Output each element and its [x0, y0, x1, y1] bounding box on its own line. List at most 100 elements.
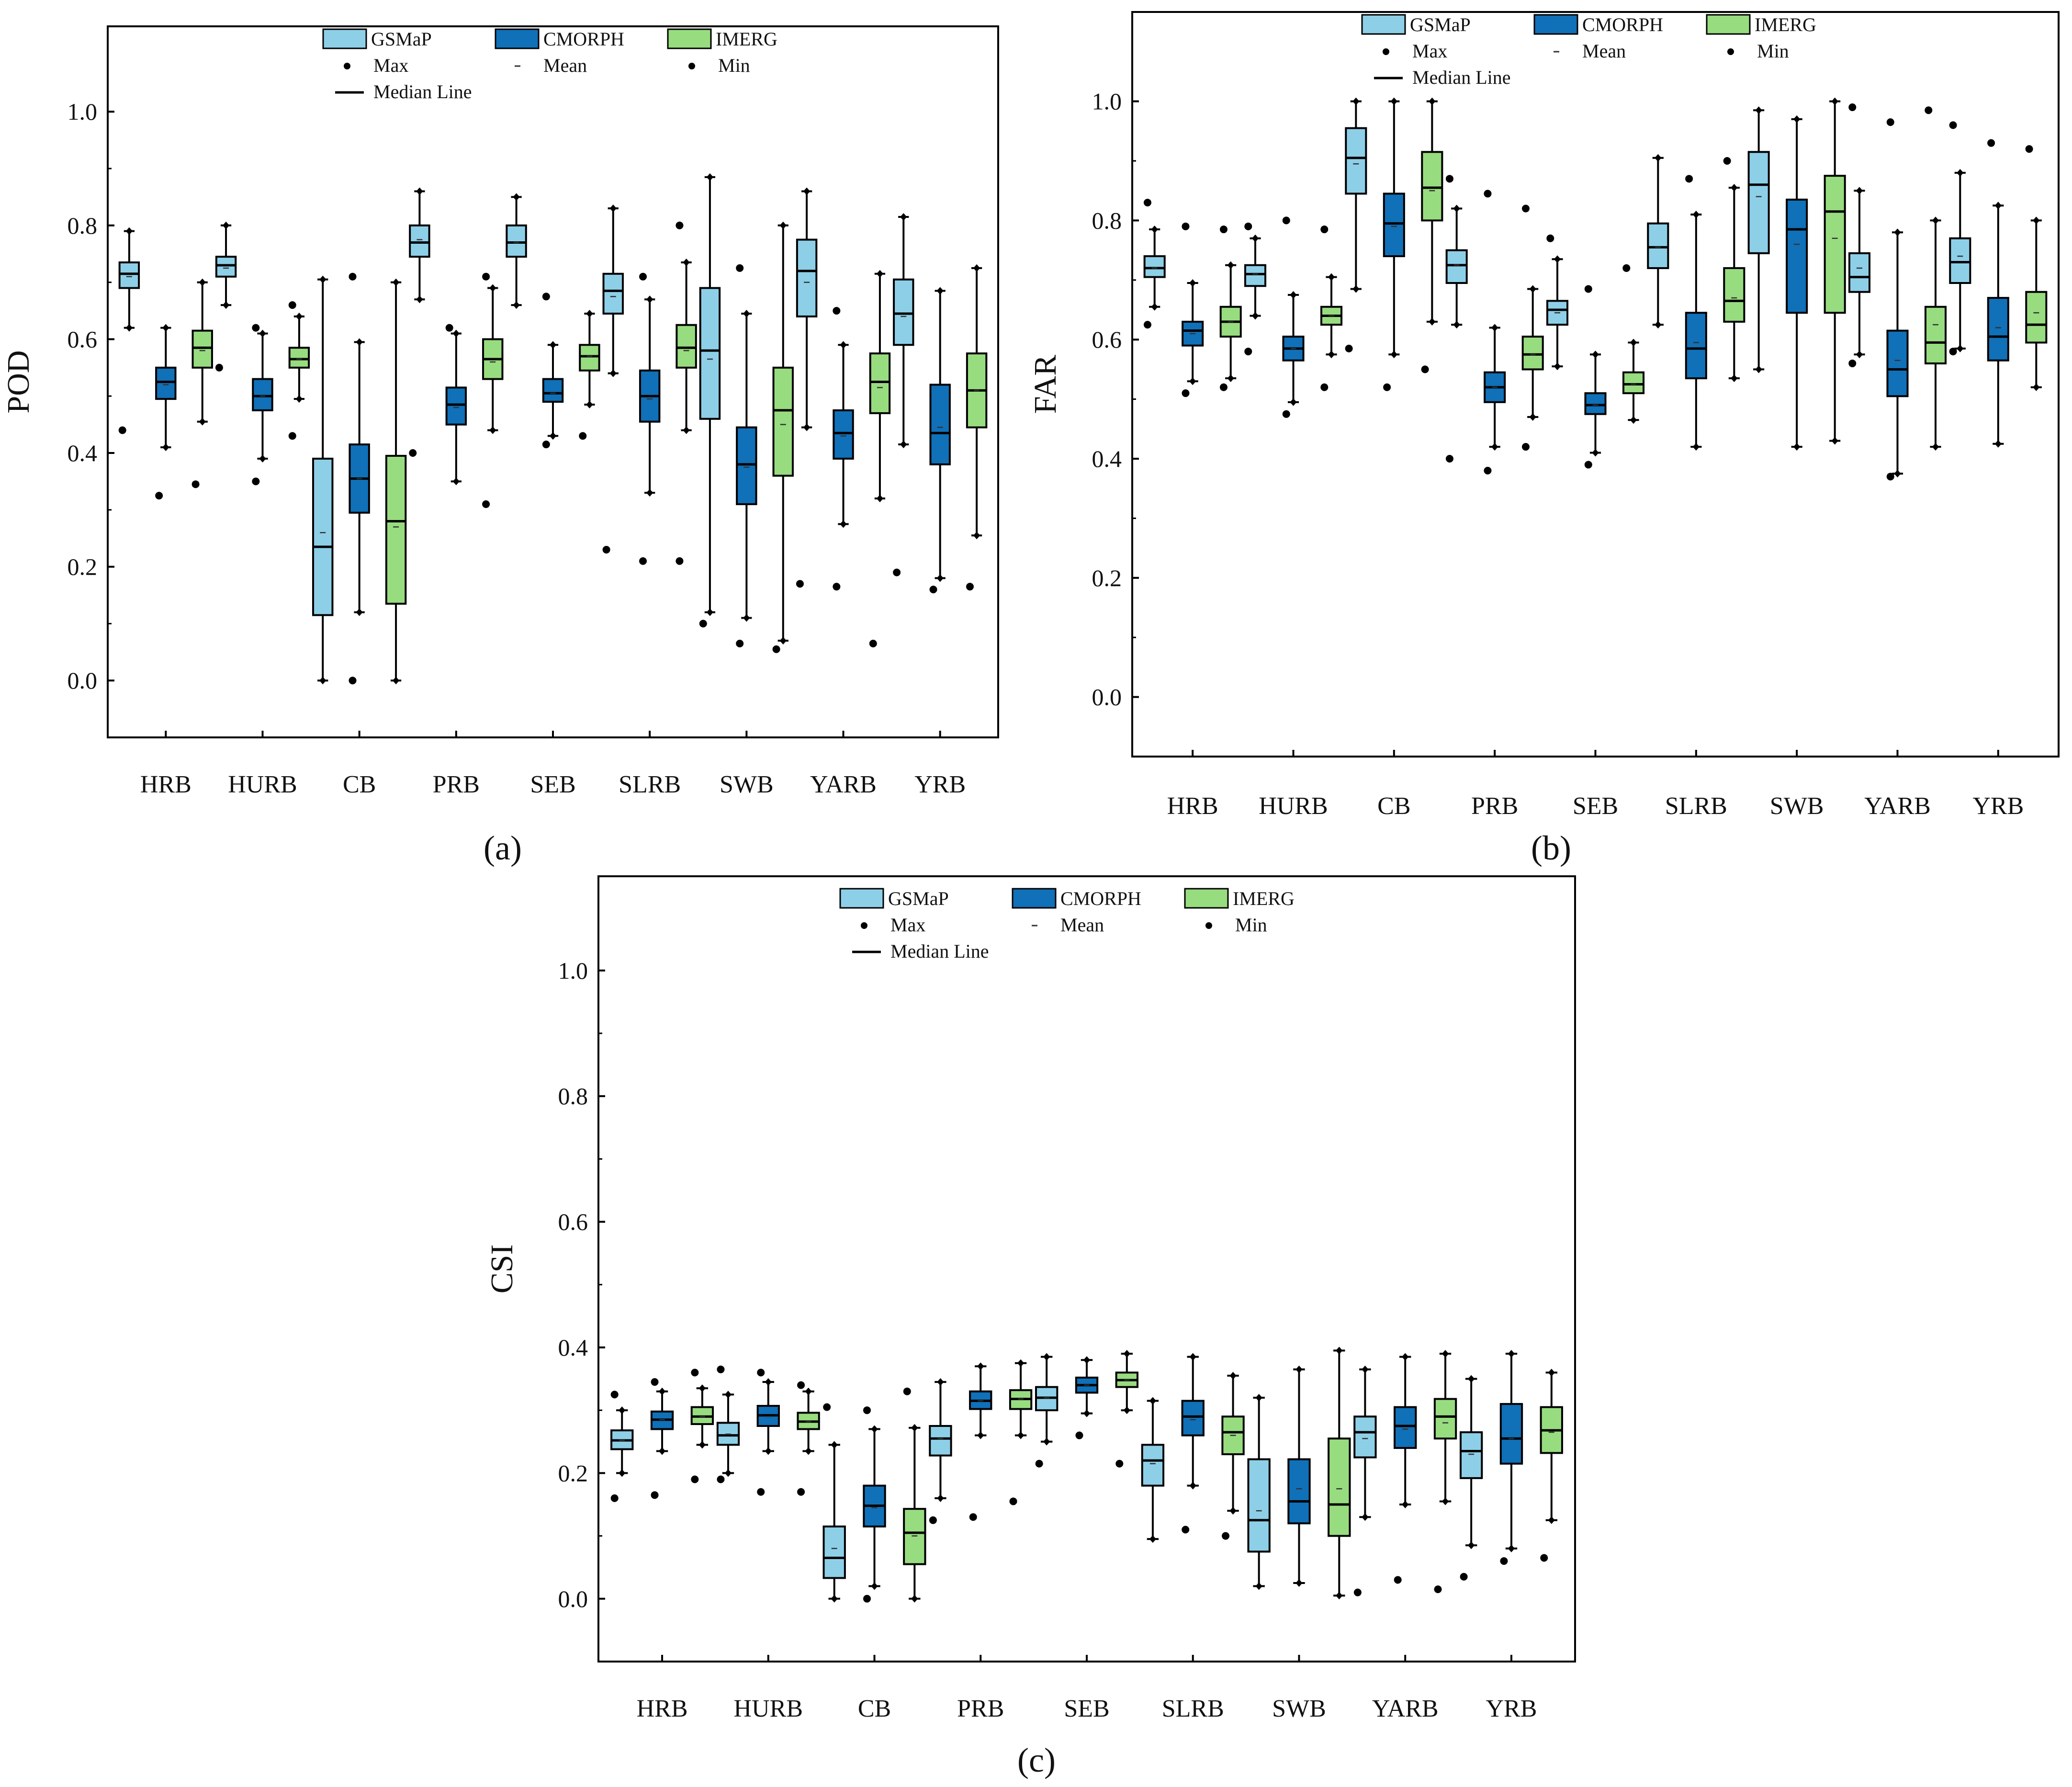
- outlier-point: [1460, 1572, 1468, 1581]
- outlier-point: [1622, 264, 1631, 272]
- extreme-point: [1442, 1497, 1449, 1505]
- extreme-point: [1229, 1507, 1237, 1515]
- extreme-point: [1468, 1375, 1475, 1383]
- extreme-point: [1017, 1431, 1025, 1439]
- x-tick-label: HURB: [734, 1695, 803, 1722]
- extreme-point: [1151, 226, 1158, 234]
- extreme-point: [452, 329, 460, 338]
- extreme-point: [223, 301, 230, 309]
- box-gsmap: [893, 278, 914, 346]
- extreme-point: [706, 173, 713, 181]
- extreme-point: [1755, 365, 1762, 373]
- extreme-point: [1328, 351, 1335, 359]
- extreme-point: [698, 1441, 706, 1449]
- box-imerg: [903, 1508, 926, 1565]
- x-tick-label: SWB: [720, 771, 774, 798]
- panel-label: (a): [484, 829, 522, 867]
- extreme-point: [1655, 321, 1662, 329]
- outlier-point: [1320, 226, 1329, 234]
- y-tick-label: 0.8: [1092, 207, 1122, 234]
- extreme-point: [831, 1441, 838, 1449]
- extreme-point: [125, 227, 133, 235]
- extreme-point: [1043, 1437, 1050, 1446]
- extreme-point: [1856, 187, 1863, 195]
- extreme-point: [1554, 255, 1561, 263]
- extreme-point: [937, 1494, 944, 1502]
- x-tick-label: YRB: [1486, 1695, 1537, 1722]
- outlier-point: [1143, 199, 1151, 207]
- box-cmorph: [1287, 1458, 1311, 1525]
- outlier-point: [1035, 1459, 1043, 1468]
- extreme-point: [1255, 1582, 1262, 1590]
- outlier-point: [288, 432, 296, 440]
- outlier-point: [1282, 216, 1290, 225]
- outlier-point: [1445, 455, 1453, 463]
- outlier-point: [823, 1403, 831, 1411]
- outlier-point: [717, 1365, 725, 1373]
- extreme-point: [452, 477, 460, 486]
- extreme-point: [619, 1469, 626, 1477]
- y-tick-label: 0.6: [68, 326, 98, 352]
- extreme-point: [911, 1424, 918, 1432]
- extreme-point: [659, 1387, 666, 1395]
- outlier-point: [651, 1491, 659, 1499]
- extreme-point: [1994, 440, 2002, 448]
- legend-median-label: Median Line: [890, 940, 989, 962]
- extreme-point: [1592, 449, 1599, 457]
- extreme-point: [936, 287, 944, 295]
- outlier-point: [869, 639, 877, 647]
- extreme-point: [1123, 1406, 1130, 1414]
- box-imerg: [191, 329, 213, 369]
- extreme-point: [1429, 97, 1436, 105]
- outlier-point: [542, 293, 550, 301]
- x-tick-label: PRB: [1471, 792, 1518, 820]
- box-gsmap: [1345, 127, 1367, 195]
- box-gsmap: [312, 457, 334, 616]
- box-cmorph: [1383, 192, 1405, 258]
- legend-label-imerg: IMERG: [1233, 888, 1295, 909]
- legend-swatch-cmorph: [495, 28, 540, 49]
- extreme-point: [393, 278, 400, 286]
- outlier-point: [288, 301, 296, 309]
- outlier-point: [1182, 222, 1190, 230]
- x-tick-label: YARB: [1372, 1695, 1439, 1722]
- extreme-point: [489, 284, 496, 292]
- extreme-point: [911, 1595, 918, 1603]
- extreme-point: [550, 432, 556, 440]
- legend-swatch-cmorph: [1533, 14, 1578, 35]
- extreme-point: [659, 1447, 666, 1455]
- legend-min-marker: [1205, 922, 1212, 929]
- box-cmorph: [1685, 312, 1707, 380]
- extreme-point: [779, 221, 787, 229]
- outlier-point: [966, 583, 974, 591]
- extreme-point: [2033, 216, 2040, 225]
- outlier-point: [1949, 348, 1957, 356]
- box-imerg: [288, 347, 310, 369]
- extreme-point: [1252, 234, 1259, 242]
- extreme-point: [871, 1425, 878, 1433]
- extreme-point: [765, 1447, 772, 1455]
- outlier-point: [929, 586, 937, 594]
- y-tick-label: 0.0: [68, 667, 98, 694]
- box-cmorph: [445, 386, 467, 426]
- extreme-point: [1083, 1409, 1090, 1417]
- outlier-point: [1886, 118, 1894, 126]
- extreme-point: [609, 204, 617, 213]
- y-tick-label: 0.0: [1092, 684, 1122, 711]
- extreme-point: [1189, 1353, 1196, 1361]
- y-tick-label: 1.0: [558, 957, 588, 984]
- legend-label-cmorph: CMORPH: [1582, 14, 1663, 35]
- y-tick-label: 0.4: [1092, 445, 1122, 472]
- box-imerg: [676, 324, 697, 369]
- panel-label: (b): [1531, 829, 1571, 867]
- outlier-point: [639, 272, 647, 281]
- legend-label-gsmap: GSMaP: [1410, 14, 1471, 35]
- box-imerg: [1824, 175, 1846, 314]
- panel-pod: 0.0 0.2 0.4 0.6 0.8 1.0 POD HRB HURB CB PRB SEB SLRB…: [1, 25, 999, 867]
- extreme-point: [803, 187, 811, 195]
- box-gsmap: [1143, 255, 1166, 278]
- legend-min-label: Min: [1757, 40, 1789, 62]
- extreme-point: [1491, 443, 1498, 451]
- outlier-point: [2025, 145, 2033, 153]
- outlier-point: [1222, 1532, 1230, 1540]
